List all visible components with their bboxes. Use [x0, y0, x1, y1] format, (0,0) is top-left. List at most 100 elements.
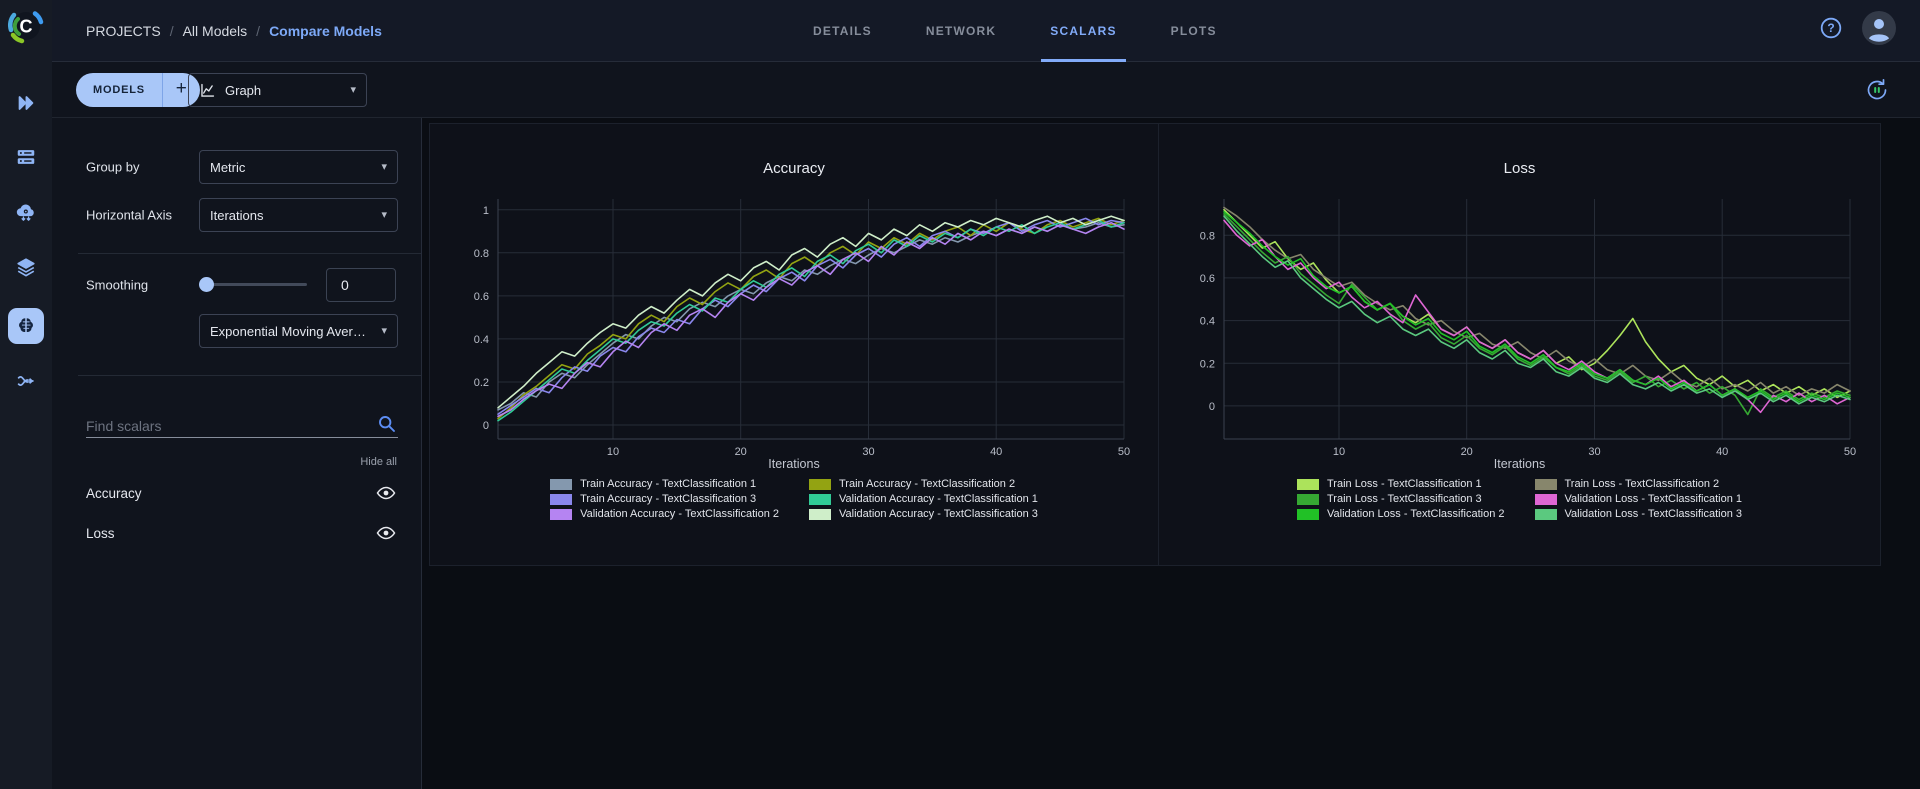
tab-scalars[interactable]: SCALARS	[1041, 0, 1127, 62]
chart-title: Accuracy	[763, 160, 825, 177]
svg-text:0.8: 0.8	[1199, 230, 1214, 242]
svg-text:50: 50	[1118, 446, 1130, 457]
smoothing-slider[interactable]	[199, 277, 307, 292]
svg-text:10: 10	[607, 446, 619, 457]
legend-item[interactable]: Train Accuracy - TextClassification 2	[809, 478, 1038, 490]
smoothing-method-value: Exponential Moving Average	[210, 323, 373, 339]
user-avatar[interactable]	[1862, 11, 1896, 50]
legend-swatch	[550, 493, 573, 505]
chevron-down-icon: ▾	[381, 160, 387, 173]
metric-label: Accuracy	[86, 485, 142, 501]
legend-label: Validation Loss - TextClassification 2	[1326, 508, 1505, 520]
add-model-button[interactable]: +	[175, 78, 187, 99]
nav-projects-icon[interactable]	[11, 88, 41, 118]
search-icon[interactable]	[378, 415, 396, 433]
nav-pipelines-icon[interactable]	[11, 366, 41, 396]
legend-swatch	[1296, 508, 1319, 520]
legend-label: Train Loss - TextClassification 2	[1564, 478, 1720, 490]
divider	[78, 253, 421, 254]
svg-text:C: C	[20, 17, 33, 37]
legend-swatch	[1534, 478, 1557, 490]
legend-item[interactable]: Validation Accuracy - TextClassification…	[550, 508, 779, 520]
clearml-logo[interactable]: C	[6, 6, 46, 46]
svg-text:0.2: 0.2	[1199, 358, 1214, 370]
nav-workers-queues-icon[interactable]	[11, 142, 41, 172]
group-by-value: Metric	[210, 159, 246, 175]
breadcrumb-all-models[interactable]: All Models	[182, 22, 248, 39]
view-type-value: Graph	[225, 82, 262, 98]
legend-swatch	[1534, 493, 1557, 505]
find-scalars-input[interactable]	[86, 414, 398, 438]
legend-swatch	[550, 478, 573, 490]
chart-title: Loss	[1503, 160, 1536, 177]
svg-text:20: 20	[735, 446, 747, 457]
auto-refresh-icon[interactable]	[1864, 77, 1890, 103]
legend-label: Train Accuracy - TextClassification 2	[839, 478, 1016, 490]
svg-text:0: 0	[1208, 401, 1214, 413]
smoothing-method-dropdown[interactable]: Exponential Moving Average ▾	[199, 314, 398, 348]
legend-item[interactable]: Validation Loss - TextClassification 1	[1534, 493, 1743, 505]
hide-all-link[interactable]: Hide all	[360, 456, 397, 468]
tab-details[interactable]: DETAILS	[813, 23, 872, 38]
horizontal-axis-dropdown[interactable]: Iterations ▾	[199, 198, 398, 232]
horizontal-axis-label: Horizontal Axis	[86, 207, 172, 223]
legend-swatch	[809, 493, 831, 505]
metric-row-loss[interactable]: Loss	[86, 522, 398, 544]
svg-text:50: 50	[1843, 446, 1855, 457]
svg-text:0: 0	[483, 420, 489, 432]
view-type-dropdown[interactable]: Graph ▾	[188, 73, 367, 107]
smoothing-value-input[interactable]	[326, 268, 396, 302]
chart-legend: Train Accuracy - TextClassification 1 Tra…	[430, 478, 1158, 520]
group-by-dropdown[interactable]: Metric ▾	[199, 150, 398, 184]
tab-plots[interactable]: PLOTS	[1170, 23, 1217, 38]
legend-label: Validation Accuracy - TextClassification…	[839, 493, 1038, 505]
smoothing-label: Smoothing	[86, 277, 149, 293]
svg-text:0.4: 0.4	[1199, 316, 1214, 328]
breadcrumb-projects[interactable]: PROJECTS	[86, 22, 161, 39]
charts-area: Accuracy 0 0.2 0.4 0.6 0.8 1 10 20 30 40 50 Iterat…	[422, 118, 1920, 789]
nav-datasets-layers-icon[interactable]	[11, 252, 41, 282]
nav-applications-cloud-icon[interactable]	[11, 197, 41, 227]
tab-network[interactable]: NETWORK	[925, 23, 997, 38]
metric-label: Loss	[86, 525, 115, 541]
legend-label: Train Accuracy - TextClassification 3	[580, 493, 757, 505]
help-icon[interactable]: ?	[1820, 17, 1842, 44]
legend-item[interactable]: Validation Loss - TextClassification 3	[1534, 508, 1743, 520]
compare-toolbar: MODELS + Graph ▾	[52, 62, 1920, 118]
app-header: PROJECTS / All Models / Compare Models D…	[52, 0, 1920, 62]
svg-text:0.4: 0.4	[474, 334, 489, 346]
legend-item[interactable]: Validation Accuracy - TextClassification…	[809, 508, 1038, 520]
legend-item[interactable]: Validation Accuracy - TextClassification…	[809, 493, 1038, 505]
horizontal-axis-value: Iterations	[210, 207, 264, 223]
legend-item[interactable]: Train Accuracy - TextClassification 1	[550, 478, 779, 490]
pill-divider	[161, 73, 163, 107]
nav-models-brain-icon[interactable]	[8, 308, 44, 344]
chart-legend: Train Loss - TextClassification 1 Train L…	[1159, 478, 1880, 520]
models-selector: MODELS +	[76, 73, 200, 107]
legend-item[interactable]: Train Loss - TextClassification 2	[1534, 478, 1743, 490]
legend-label: Validation Loss - TextClassification 1	[1564, 493, 1743, 505]
visibility-eye-icon[interactable]	[376, 486, 396, 500]
scalars-settings-panel: Group by Metric ▾ Horizontal Axis Iterat…	[52, 118, 422, 789]
legend-item[interactable]: Train Accuracy - TextClassification 3	[550, 493, 779, 505]
svg-text:30: 30	[1588, 446, 1600, 457]
left-nav-rail: C	[0, 0, 52, 789]
breadcrumb-separator: /	[169, 22, 174, 39]
legend-label: Validation Loss - TextClassification 3	[1564, 508, 1743, 520]
svg-text:20: 20	[1460, 446, 1472, 457]
models-button[interactable]: MODELS	[93, 84, 145, 96]
legend-item[interactable]: Train Loss - TextClassification 1	[1296, 478, 1505, 490]
metric-row-accuracy[interactable]: Accuracy	[86, 482, 398, 504]
legend-item[interactable]: Validation Loss - TextClassification 2	[1296, 508, 1505, 520]
svg-text:0.6: 0.6	[1199, 273, 1214, 285]
accuracy-plot[interactable]: 0 0.2 0.4 0.6 0.8 1 10 20 30 40 50	[434, 189, 1154, 457]
smoothing-slider-thumb[interactable]	[199, 277, 214, 292]
visibility-eye-icon[interactable]	[376, 526, 396, 540]
chart-cards: Accuracy 0 0.2 0.4 0.6 0.8 1 10 20 30 40 50 Iterat…	[429, 123, 1881, 566]
svg-text:0.2: 0.2	[474, 377, 489, 389]
legend-item[interactable]: Train Loss - TextClassification 3	[1296, 493, 1505, 505]
legend-label: Train Loss - TextClassification 1	[1326, 478, 1482, 490]
svg-text:10: 10	[1332, 446, 1344, 457]
loss-plot[interactable]: 0 0.2 0.4 0.6 0.8 10 20 30 40 50	[1160, 189, 1880, 457]
accuracy-chart-card: Accuracy 0 0.2 0.4 0.6 0.8 1 10 20 30 40 50 Iterat…	[430, 124, 1158, 565]
